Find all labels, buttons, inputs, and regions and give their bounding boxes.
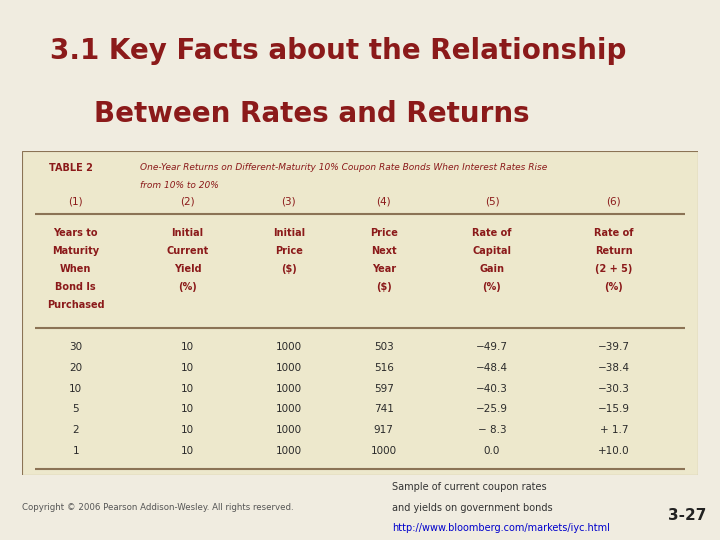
Text: (1): (1) xyxy=(68,197,83,206)
Text: 1000: 1000 xyxy=(276,404,302,414)
Text: When: When xyxy=(60,264,91,274)
Text: + 1.7: + 1.7 xyxy=(600,425,628,435)
Text: Initial: Initial xyxy=(273,228,305,238)
Text: 1: 1 xyxy=(73,446,79,456)
Text: Current: Current xyxy=(166,246,209,256)
Text: Purchased: Purchased xyxy=(47,300,104,310)
Text: Initial: Initial xyxy=(171,228,204,238)
Text: Copyright © 2006 Pearson Addison-Wesley. All rights reserved.: Copyright © 2006 Pearson Addison-Wesley.… xyxy=(22,503,293,512)
Text: Rate of: Rate of xyxy=(594,228,634,238)
Text: 2: 2 xyxy=(73,425,79,435)
Text: −30.3: −30.3 xyxy=(598,384,630,394)
Text: Price: Price xyxy=(275,246,303,256)
Text: (2): (2) xyxy=(180,197,194,206)
Text: 30: 30 xyxy=(69,342,82,352)
Text: 20: 20 xyxy=(69,363,82,373)
Text: 516: 516 xyxy=(374,363,394,373)
Text: ($): ($) xyxy=(281,264,297,274)
Text: 1000: 1000 xyxy=(276,363,302,373)
FancyBboxPatch shape xyxy=(22,151,698,475)
Text: 917: 917 xyxy=(374,425,394,435)
Text: from 10% to 20%: from 10% to 20% xyxy=(140,181,219,190)
Text: Maturity: Maturity xyxy=(52,246,99,256)
Text: 5: 5 xyxy=(73,404,79,414)
Text: Bond Is: Bond Is xyxy=(55,282,96,292)
Text: One-Year Returns on Different-Maturity 10% Coupon Rate Bonds When Interest Rates: One-Year Returns on Different-Maturity 1… xyxy=(140,163,547,172)
Text: 10: 10 xyxy=(181,404,194,414)
Text: 10: 10 xyxy=(181,425,194,435)
Text: Rate of: Rate of xyxy=(472,228,512,238)
Text: 1000: 1000 xyxy=(276,425,302,435)
Text: 741: 741 xyxy=(374,404,394,414)
Text: (%): (%) xyxy=(604,282,624,292)
Text: 10: 10 xyxy=(181,446,194,456)
Text: −38.4: −38.4 xyxy=(598,363,630,373)
Text: − 8.3: − 8.3 xyxy=(477,425,506,435)
Text: Return: Return xyxy=(595,246,633,256)
Text: 10: 10 xyxy=(181,384,194,394)
Text: Between Rates and Returns: Between Rates and Returns xyxy=(94,100,529,128)
Text: Sample of current coupon rates: Sample of current coupon rates xyxy=(392,482,547,492)
Text: 10: 10 xyxy=(181,342,194,352)
Text: (2 + 5): (2 + 5) xyxy=(595,264,632,274)
Text: −48.4: −48.4 xyxy=(476,363,508,373)
Text: (%): (%) xyxy=(482,282,501,292)
Text: −25.9: −25.9 xyxy=(476,404,508,414)
Text: −49.7: −49.7 xyxy=(476,342,508,352)
Text: 503: 503 xyxy=(374,342,394,352)
Text: +10.0: +10.0 xyxy=(598,446,629,456)
Text: Year: Year xyxy=(372,264,396,274)
Text: Gain: Gain xyxy=(480,264,505,274)
Text: (3): (3) xyxy=(282,197,296,206)
Text: 1000: 1000 xyxy=(276,342,302,352)
Text: http://www.bloomberg.com/markets/iyc.html: http://www.bloomberg.com/markets/iyc.htm… xyxy=(392,523,611,534)
Text: Capital: Capital xyxy=(472,246,511,256)
Text: Years to: Years to xyxy=(53,228,98,238)
Text: 3-27: 3-27 xyxy=(668,508,706,523)
Text: TABLE 2: TABLE 2 xyxy=(49,163,93,173)
Text: −39.7: −39.7 xyxy=(598,342,630,352)
Text: −40.3: −40.3 xyxy=(476,384,508,394)
Text: and yields on government bonds: and yields on government bonds xyxy=(392,503,553,512)
Text: −15.9: −15.9 xyxy=(598,404,630,414)
Text: Next: Next xyxy=(371,246,397,256)
Text: (4): (4) xyxy=(377,197,391,206)
Text: (6): (6) xyxy=(606,197,621,206)
Text: (5): (5) xyxy=(485,197,499,206)
Text: 10: 10 xyxy=(181,363,194,373)
Text: 0.0: 0.0 xyxy=(484,446,500,456)
Text: 1000: 1000 xyxy=(276,384,302,394)
Text: 10: 10 xyxy=(69,384,82,394)
Text: Yield: Yield xyxy=(174,264,201,274)
Text: Price: Price xyxy=(370,228,397,238)
Text: 1000: 1000 xyxy=(371,446,397,456)
Text: (%): (%) xyxy=(178,282,197,292)
Text: ($): ($) xyxy=(376,282,392,292)
Text: 597: 597 xyxy=(374,384,394,394)
Text: 3.1 Key Facts about the Relationship: 3.1 Key Facts about the Relationship xyxy=(50,37,627,65)
Text: 1000: 1000 xyxy=(276,446,302,456)
